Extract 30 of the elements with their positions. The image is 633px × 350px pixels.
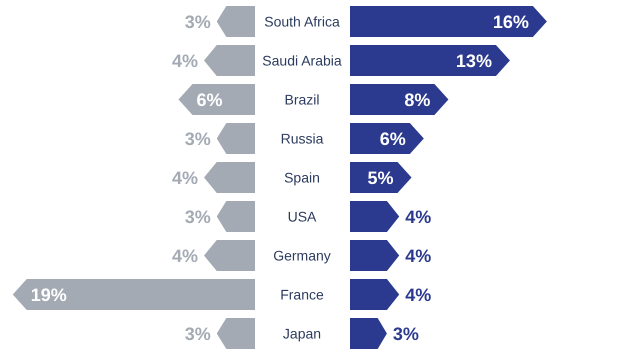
data-label: 3% <box>184 12 211 32</box>
y-tick-label: Saudi Arabia <box>262 52 342 68</box>
y-tick-label: Spain <box>284 169 320 186</box>
y-tick-label: Japan <box>282 325 322 342</box>
data-label: 4% <box>405 246 432 266</box>
y-tick-label: Brazil <box>284 91 320 108</box>
y-tick-label: France <box>280 286 324 302</box>
data-label: 4% <box>172 246 198 266</box>
data-label: 3% <box>184 206 211 227</box>
y-tick-label: Russia <box>280 130 324 146</box>
data-label: 5% <box>368 168 394 188</box>
bar <box>350 45 510 76</box>
data-label: 6% <box>196 90 223 110</box>
data-label: 6% <box>380 128 406 149</box>
data-label: 3% <box>184 128 211 149</box>
data-label: 4% <box>172 168 198 188</box>
data-label: 16% <box>492 12 529 32</box>
data-label: 3% <box>392 324 419 344</box>
data-label: 4% <box>405 206 432 227</box>
y-tick-label: USA <box>288 208 318 224</box>
data-label: 4% <box>405 284 432 305</box>
data-label: 4% <box>172 50 198 71</box>
data-label: 19% <box>30 284 67 305</box>
bar <box>12 279 255 310</box>
data-label: 3% <box>184 324 211 344</box>
bar <box>350 6 547 37</box>
data-label: 13% <box>456 50 492 71</box>
y-tick-label: South Africa <box>264 13 340 30</box>
y-tick-label: Germany <box>273 247 331 264</box>
data-label: 8% <box>404 90 430 110</box>
